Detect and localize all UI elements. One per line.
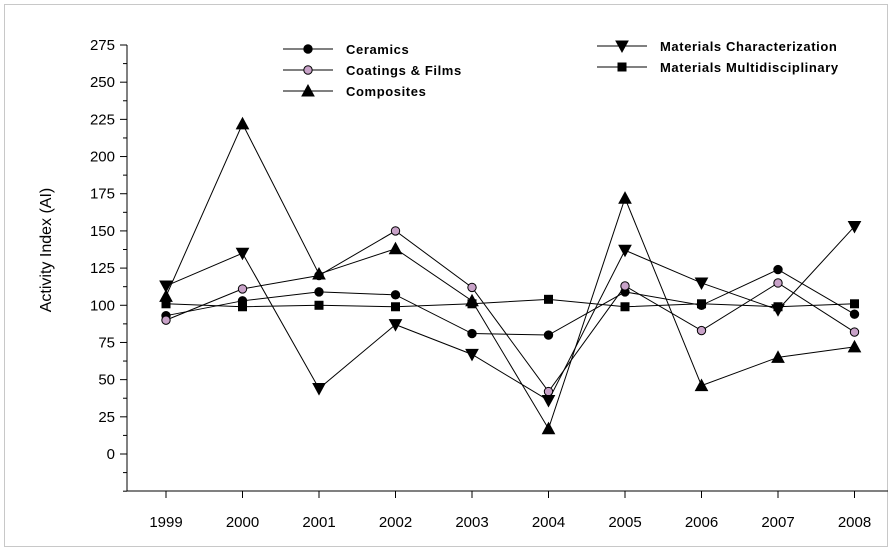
data-point xyxy=(390,226,401,236)
data-point xyxy=(391,302,400,312)
data-point xyxy=(694,277,709,291)
data-point xyxy=(620,302,630,312)
x-tick-label: 2006 xyxy=(685,514,718,531)
data-point xyxy=(773,302,783,312)
series-materials-characterization xyxy=(159,220,862,408)
x-tick-label: 2001 xyxy=(302,514,335,531)
legend-item: Composites xyxy=(283,83,426,99)
data-point xyxy=(697,299,706,309)
data-point xyxy=(847,220,862,234)
data-point xyxy=(161,299,171,309)
chart-legend: Ceramics Coatings & Films Composites Materi… xyxy=(283,39,839,99)
legend-item: Materials Multidisciplinary xyxy=(597,60,839,75)
data-point xyxy=(238,302,247,312)
x-tick-label: 2007 xyxy=(761,514,794,531)
y-tick-label: 25 xyxy=(98,409,115,426)
data-point xyxy=(849,327,860,337)
y-axis-title: Activity Index (AI) xyxy=(38,188,55,312)
chart-frame xyxy=(4,4,888,547)
data-point xyxy=(314,287,324,297)
series-coatings-films xyxy=(161,226,860,397)
legend-marker xyxy=(301,83,315,97)
data-point xyxy=(541,394,556,408)
data-point xyxy=(388,241,403,255)
legend-marker xyxy=(615,40,629,54)
data-point xyxy=(541,421,556,435)
legend-marker xyxy=(303,65,313,75)
data-point xyxy=(850,299,859,309)
y-tick-label: 75 xyxy=(98,334,115,351)
series-line xyxy=(165,230,855,393)
data-point xyxy=(161,315,171,325)
y-tick-label: 250 xyxy=(90,74,115,91)
data-point xyxy=(237,284,248,294)
data-point xyxy=(620,281,630,291)
data-point xyxy=(773,264,783,275)
data-point xyxy=(314,300,324,310)
data-point xyxy=(235,247,250,261)
y-tick-label: 175 xyxy=(90,186,115,203)
series-line xyxy=(165,226,855,402)
data-point xyxy=(618,244,632,258)
data-point xyxy=(312,383,326,396)
x-tick-label: 2005 xyxy=(608,514,641,531)
series-composites xyxy=(159,116,862,435)
y-tick-label: 125 xyxy=(90,260,115,277)
legend-item: Materials Characterization xyxy=(597,39,837,54)
x-tick-label: 2004 xyxy=(532,514,565,531)
chart-series xyxy=(159,116,862,435)
data-point xyxy=(847,339,862,353)
data-point xyxy=(467,299,477,309)
x-tick-label: 2008 xyxy=(838,514,871,531)
data-point xyxy=(696,325,707,336)
y-tick-label: 0 xyxy=(107,446,115,463)
data-point xyxy=(467,282,477,293)
data-point xyxy=(390,290,401,300)
legend-marker xyxy=(617,62,627,72)
legend-marker xyxy=(303,44,313,54)
data-point xyxy=(465,348,479,362)
y-tick-label: 100 xyxy=(90,297,115,314)
legend-label: Materials Characterization xyxy=(660,39,837,54)
data-point xyxy=(694,378,709,392)
data-point xyxy=(773,278,783,288)
legend-label: Composites xyxy=(346,84,426,99)
series-materials-multidisciplinary xyxy=(161,294,859,312)
y-tick-label: 225 xyxy=(90,111,115,128)
data-point xyxy=(543,330,554,340)
x-tick-label: 2002 xyxy=(379,514,412,531)
y-tick-label: 50 xyxy=(98,372,115,389)
data-point xyxy=(467,328,477,339)
data-point xyxy=(849,309,860,319)
data-point xyxy=(235,116,250,130)
data-point xyxy=(771,350,785,363)
x-tick-label: 2003 xyxy=(455,514,488,531)
legend-label: Ceramics xyxy=(346,42,409,57)
data-point xyxy=(618,191,632,204)
legend-item: Coatings & Films xyxy=(283,63,462,78)
y-tick-label: 200 xyxy=(90,149,115,166)
data-point xyxy=(388,319,403,332)
series-ceramics xyxy=(161,264,860,340)
data-point xyxy=(544,294,553,304)
series-line xyxy=(165,269,855,336)
data-point xyxy=(312,266,326,280)
series-line xyxy=(165,298,855,308)
legend-label: Coatings & Films xyxy=(346,63,462,78)
legend-label: Materials Multidisciplinary xyxy=(660,60,839,75)
y-tick-label: 275 xyxy=(90,37,115,54)
x-tick-label: 2000 xyxy=(226,514,259,531)
y-tick-label: 150 xyxy=(90,223,115,240)
data-point xyxy=(159,280,173,293)
series-line xyxy=(165,122,855,430)
x-tick-label: 1999 xyxy=(149,514,182,531)
legend-item: Ceramics xyxy=(283,42,409,57)
